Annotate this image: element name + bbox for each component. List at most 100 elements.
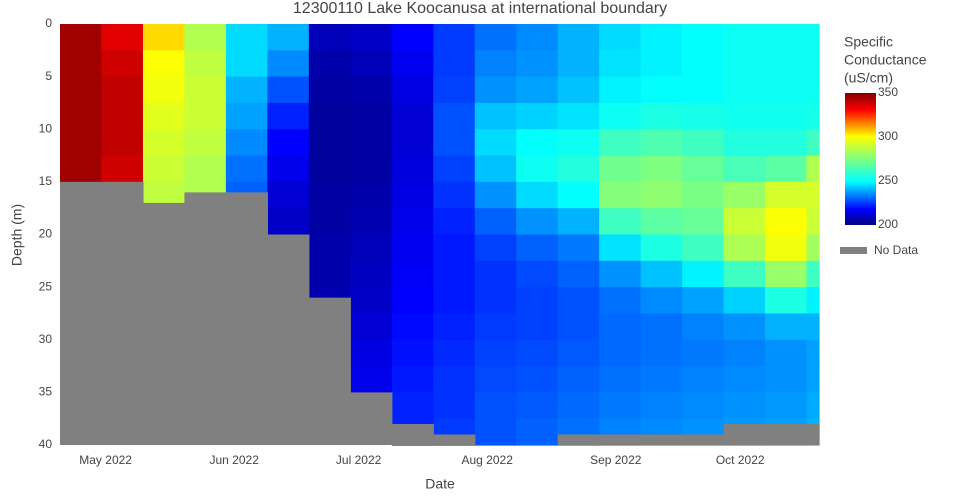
- heatmap-cell: [599, 287, 642, 315]
- heatmap-cell: [391, 129, 434, 157]
- heatmap-cell: [516, 418, 559, 446]
- heatmap-cell: [765, 76, 808, 104]
- heatmap-cell: [433, 208, 476, 236]
- heatmap-cell: [682, 181, 725, 209]
- heatmap-cell: [350, 76, 393, 104]
- heatmap-cell: [682, 208, 725, 236]
- y-tick-label: 0: [45, 16, 52, 30]
- heatmap-cell: [640, 392, 683, 420]
- chart-title: 12300110 Lake Koocanusa at international…: [293, 0, 667, 17]
- heatmap-cell: [474, 155, 517, 183]
- heatmap-cell: [474, 102, 517, 130]
- heatmap-cell: [267, 155, 310, 183]
- heatmap-cell: [60, 50, 103, 78]
- no-data-bar: [350, 392, 393, 445]
- heatmap-cell: [557, 287, 600, 315]
- heatmap-cell: [474, 129, 517, 157]
- heatmap-cell: [184, 102, 227, 130]
- x-tick-label: May 2022: [79, 453, 132, 467]
- heatmap-cell: [682, 339, 725, 367]
- x-tick-label: Jun 2022: [210, 453, 260, 467]
- heatmap-cell: [765, 24, 808, 51]
- heatmap-cell: [433, 313, 476, 341]
- heatmap-cell: [308, 260, 351, 288]
- heatmap-cell: [599, 313, 642, 341]
- heatmap-cell: [142, 76, 186, 104]
- heatmap-cell: [723, 129, 766, 157]
- heatmap-cell: [682, 155, 725, 183]
- heatmap-cell: [516, 76, 559, 104]
- heatmap-cell: [557, 260, 600, 288]
- heatmap-cell: [806, 50, 820, 78]
- heatmap-cell: [806, 313, 820, 341]
- heatmap-cell: [557, 339, 600, 367]
- heatmap-cell: [350, 234, 393, 262]
- legend-swatch: [840, 247, 867, 254]
- heatmap-cell: [101, 129, 144, 157]
- heatmap-cell: [682, 24, 725, 51]
- heatmap-cell: [350, 155, 393, 183]
- heatmap-cell: [225, 50, 268, 78]
- heatmap-cell: [806, 76, 820, 104]
- heatmap-cell: [723, 366, 766, 393]
- heatmap-cell: [308, 234, 351, 262]
- heatmap-cell: [516, 287, 559, 315]
- y-tick-label: 30: [39, 332, 53, 346]
- heatmap-cell: [474, 392, 517, 420]
- heatmap-cell: [599, 155, 642, 183]
- heatmap-cell: [350, 102, 393, 130]
- heatmap-cell: [308, 102, 351, 130]
- heatmap-cell: [60, 155, 103, 183]
- heatmap-cell: [516, 129, 559, 157]
- heatmap-cell: [806, 208, 820, 236]
- heatmap-cell: [433, 287, 476, 315]
- y-tick-label: 20: [39, 227, 53, 241]
- heatmap-cell: [723, 181, 766, 209]
- heatmap-cell: [640, 313, 683, 341]
- heatmap-cell: [267, 181, 310, 209]
- heatmap-cell: [267, 76, 310, 104]
- heatmap-cell: [640, 155, 683, 183]
- heatmap-cell: [184, 155, 227, 183]
- heatmap-cell: [433, 392, 476, 420]
- no-data-bar: [225, 192, 268, 445]
- heatmap-cell: [682, 129, 725, 157]
- heatmap-cell: [474, 366, 517, 393]
- heatmap-cell: [391, 287, 434, 315]
- heatmap-cell: [350, 287, 393, 315]
- heatmap-cell: [557, 102, 600, 130]
- heatmap-cell: [350, 208, 393, 236]
- heatmap-cell: [267, 129, 310, 157]
- heatmap-cell: [599, 50, 642, 78]
- heatmap-cell: [765, 287, 808, 315]
- colorbar-title: (uS/cm): [844, 70, 893, 86]
- heatmap-cell: [806, 366, 820, 393]
- heatmap-cell: [599, 339, 642, 367]
- colorbar-tick-label: 200: [878, 217, 898, 231]
- heatmap-cell: [765, 129, 808, 157]
- heatmap-cell: [640, 287, 683, 315]
- no-data-bar: [391, 423, 434, 445]
- heatmap-cell: [308, 208, 351, 236]
- heatmap-cell: [557, 208, 600, 236]
- heatmap-cell: [184, 76, 227, 104]
- heatmap-cell: [599, 366, 642, 393]
- heatmap-cell: [806, 129, 820, 157]
- heatmap-cell: [516, 366, 559, 393]
- heatmap-cell: [723, 339, 766, 367]
- heatmap-cell: [142, 24, 186, 51]
- heatmap-cell: [557, 129, 600, 157]
- heatmap-cell: [640, 102, 683, 130]
- heatmap-cell: [640, 339, 683, 367]
- heatmap-cell: [474, 287, 517, 315]
- heatmap-cell: [640, 260, 683, 288]
- legend-label: No Data: [874, 243, 918, 257]
- heatmap-cell: [516, 392, 559, 420]
- heatmap-cell: [391, 181, 434, 209]
- heatmap-cell: [433, 260, 476, 288]
- heatmap-cell: [557, 366, 600, 393]
- heatmap-cell: [765, 392, 808, 420]
- heatmap-cell: [640, 366, 683, 393]
- heatmap-cell: [391, 76, 434, 104]
- heatmap-cell: [640, 208, 683, 236]
